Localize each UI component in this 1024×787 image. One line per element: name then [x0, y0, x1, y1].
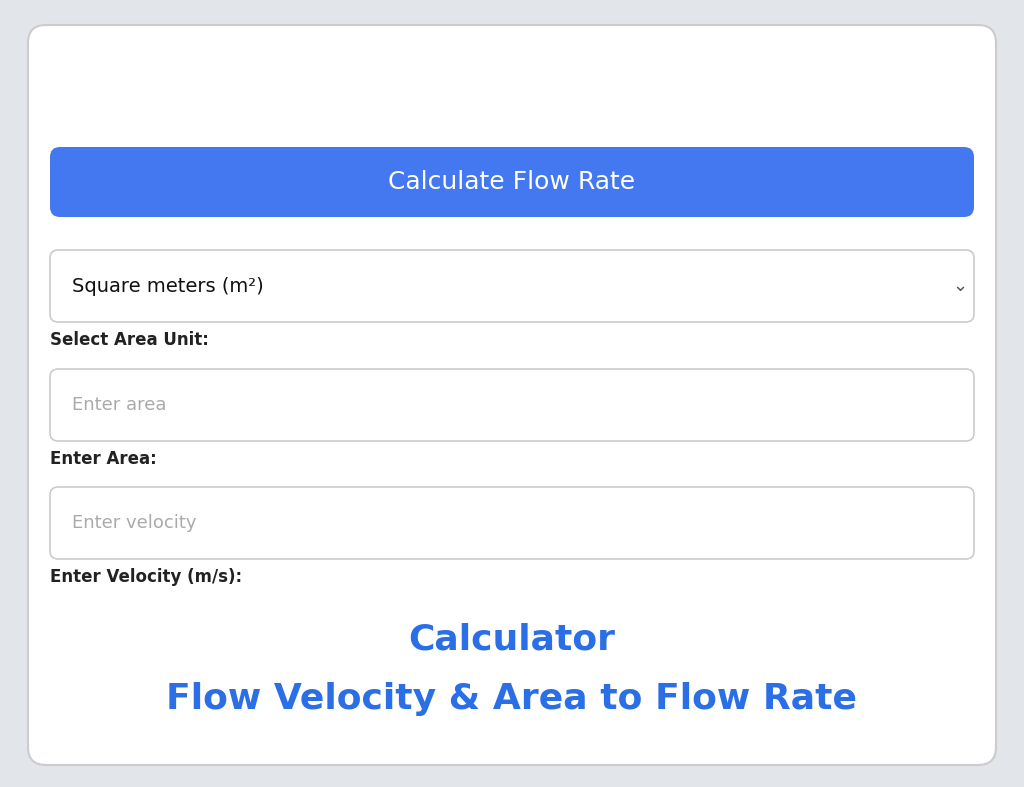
FancyBboxPatch shape — [28, 25, 996, 765]
Text: Calculate Flow Rate: Calculate Flow Rate — [388, 170, 636, 194]
FancyBboxPatch shape — [50, 250, 974, 322]
Text: ⌄: ⌄ — [952, 277, 968, 295]
Text: Calculator: Calculator — [409, 622, 615, 656]
Text: Square meters (m²): Square meters (m²) — [72, 276, 264, 295]
Text: Enter area: Enter area — [72, 396, 167, 414]
FancyBboxPatch shape — [50, 147, 974, 217]
Text: Enter Velocity (m/s):: Enter Velocity (m/s): — [50, 568, 242, 586]
FancyBboxPatch shape — [50, 369, 974, 441]
Text: Select Area Unit:: Select Area Unit: — [50, 331, 209, 349]
Text: Enter Area:: Enter Area: — [50, 450, 157, 468]
Text: Enter velocity: Enter velocity — [72, 514, 197, 532]
FancyBboxPatch shape — [50, 487, 974, 559]
Text: Flow Velocity & Area to Flow Rate: Flow Velocity & Area to Flow Rate — [167, 682, 857, 716]
